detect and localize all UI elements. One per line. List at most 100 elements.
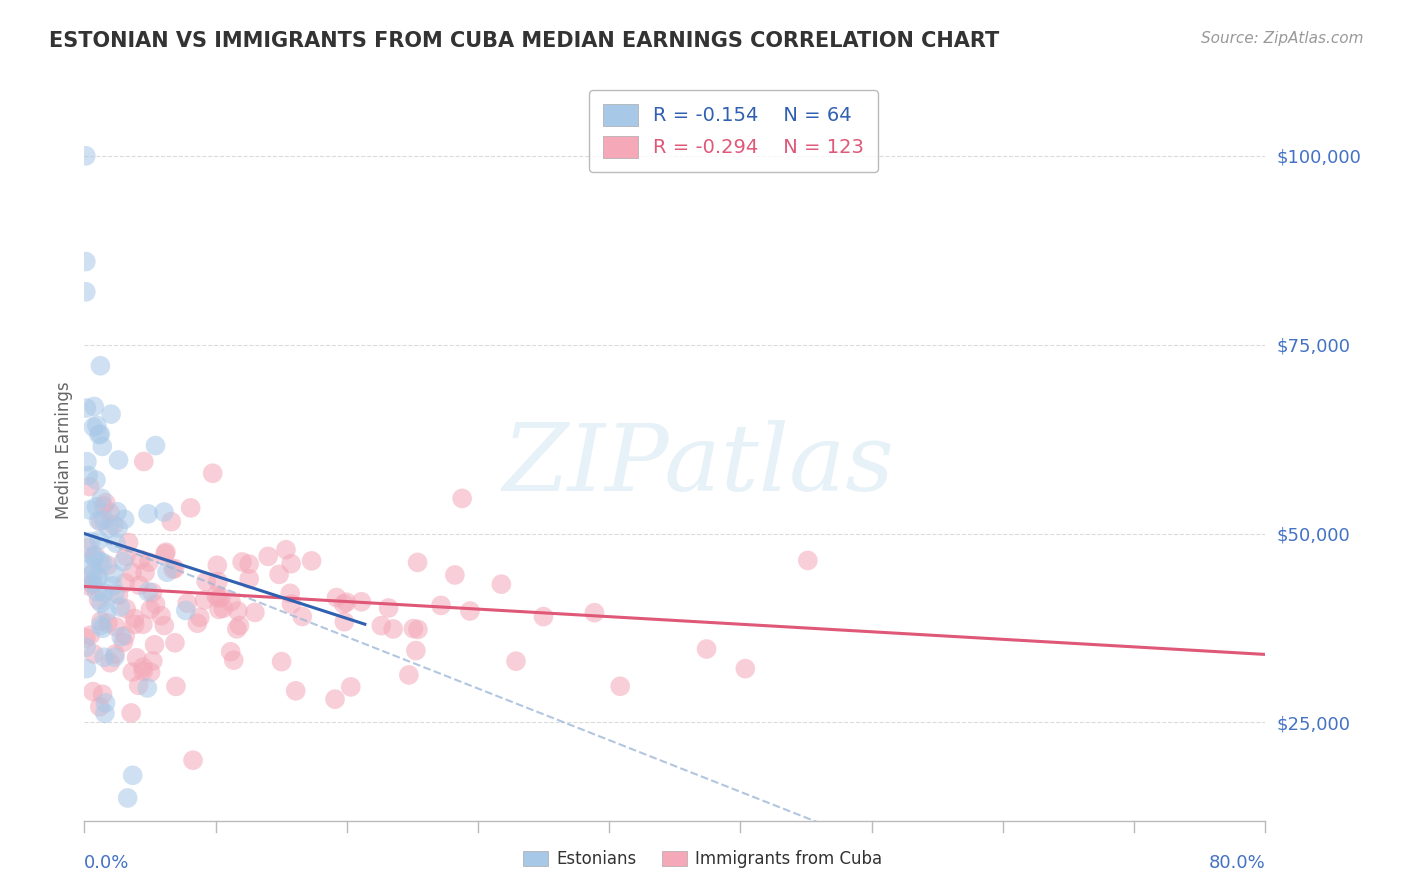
Point	[121, 768, 143, 782]
Point	[339, 680, 361, 694]
Point	[75, 285, 97, 299]
Point	[103, 518, 125, 533]
Point	[90, 618, 112, 632]
Point	[114, 629, 136, 643]
Point	[75, 401, 97, 415]
Point	[134, 566, 156, 580]
Point	[155, 545, 177, 559]
Point	[797, 553, 820, 567]
Point	[333, 615, 356, 629]
Point	[87, 570, 110, 584]
Point	[444, 568, 467, 582]
Point	[301, 554, 323, 568]
Point	[153, 505, 176, 519]
Point	[75, 631, 97, 645]
Point	[121, 566, 143, 580]
Point	[212, 601, 235, 615]
Point	[132, 454, 155, 468]
Point	[219, 645, 242, 659]
Point	[83, 551, 105, 566]
Point	[207, 574, 229, 589]
Point	[225, 622, 247, 636]
Point	[77, 468, 100, 483]
Point	[93, 586, 115, 600]
Point	[107, 453, 129, 467]
Point	[325, 591, 347, 605]
Point	[97, 522, 120, 536]
Point	[117, 535, 139, 549]
Point	[124, 617, 146, 632]
Y-axis label: Median Earnings: Median Earnings	[55, 382, 73, 519]
Point	[323, 692, 346, 706]
Point	[128, 678, 150, 692]
Point	[505, 654, 527, 668]
Text: 80.0%: 80.0%	[1209, 854, 1265, 872]
Text: Source: ZipAtlas.com: Source: ZipAtlas.com	[1201, 31, 1364, 46]
Point	[406, 556, 429, 570]
Point	[402, 622, 425, 636]
Point	[76, 662, 98, 676]
Point	[89, 533, 111, 548]
Point	[83, 647, 105, 661]
Point	[84, 473, 107, 487]
Point	[79, 503, 101, 517]
Point	[162, 562, 184, 576]
Point	[533, 609, 555, 624]
Point	[129, 552, 152, 566]
Point	[194, 593, 217, 607]
Point	[398, 668, 420, 682]
Point	[136, 584, 159, 599]
Point	[87, 427, 110, 442]
Point	[153, 618, 176, 632]
Point	[382, 622, 405, 636]
Point	[491, 577, 513, 591]
Point	[90, 614, 112, 628]
Point	[91, 687, 114, 701]
Point	[128, 578, 150, 592]
Point	[274, 542, 297, 557]
Point	[87, 592, 110, 607]
Point	[280, 597, 302, 611]
Point	[278, 586, 301, 600]
Point	[160, 515, 183, 529]
Point	[370, 618, 392, 632]
Point	[104, 647, 127, 661]
Point	[132, 617, 155, 632]
Point	[207, 591, 229, 606]
Point	[89, 427, 111, 442]
Point	[141, 585, 163, 599]
Point	[82, 566, 104, 580]
Point	[75, 640, 97, 655]
Point	[583, 606, 606, 620]
Point	[124, 611, 146, 625]
Point	[86, 500, 108, 514]
Point	[350, 595, 373, 609]
Point	[112, 635, 135, 649]
Point	[93, 513, 115, 527]
Point	[121, 665, 143, 679]
Point	[82, 684, 104, 698]
Point	[105, 505, 128, 519]
Point	[458, 604, 481, 618]
Point	[112, 555, 135, 569]
Point	[94, 496, 117, 510]
Point	[117, 791, 139, 805]
Point	[734, 662, 756, 676]
Point	[107, 588, 129, 602]
Point	[83, 400, 105, 414]
Point	[335, 595, 357, 609]
Point	[205, 589, 228, 603]
Point	[79, 628, 101, 642]
Point	[270, 655, 292, 669]
Point	[107, 521, 129, 535]
Point	[104, 620, 127, 634]
Point	[163, 636, 186, 650]
Point	[138, 555, 160, 569]
Text: 0.0%: 0.0%	[84, 854, 129, 872]
Point	[228, 618, 250, 632]
Point	[75, 254, 97, 268]
Point	[86, 584, 108, 599]
Point	[90, 491, 112, 506]
Point	[280, 557, 302, 571]
Point	[209, 591, 232, 605]
